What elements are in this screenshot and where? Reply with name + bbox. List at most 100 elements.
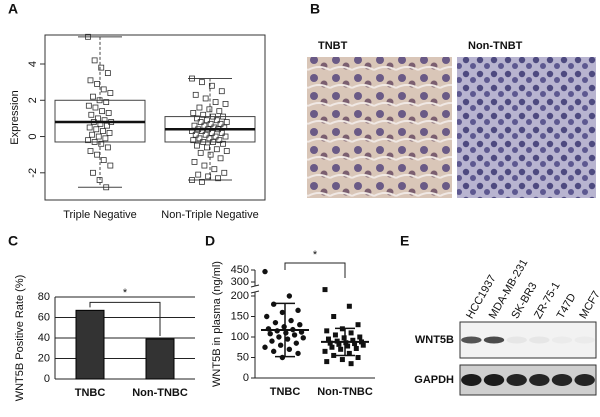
y-tick-label: 300 — [231, 276, 249, 288]
y-tick-label: 20 — [38, 352, 50, 364]
data-point — [223, 148, 230, 154]
data-point — [272, 319, 279, 326]
data-point — [90, 93, 96, 100]
band — [461, 336, 482, 344]
data-point — [93, 126, 100, 133]
data-point — [217, 155, 224, 162]
band — [529, 374, 550, 386]
data-point — [199, 79, 205, 86]
band — [483, 374, 505, 386]
band — [574, 374, 595, 386]
data-point — [211, 166, 218, 173]
data-point — [210, 139, 217, 145]
data-point — [99, 128, 106, 134]
data-point — [216, 137, 223, 144]
axis-break — [250, 284, 260, 288]
x-tick-label: Non-TNBC — [132, 387, 188, 399]
data-point — [270, 301, 277, 307]
band — [551, 374, 573, 386]
data-point — [346, 303, 352, 309]
data-point — [346, 350, 352, 356]
panel-label: B — [310, 1, 320, 17]
y-tick-label: 0 — [44, 373, 50, 385]
data-point — [262, 268, 268, 275]
data-point — [98, 140, 105, 147]
data-point — [192, 91, 199, 98]
data-point — [98, 64, 105, 71]
band — [506, 374, 527, 386]
data-point — [322, 287, 328, 293]
data-point — [279, 309, 286, 316]
bar — [75, 309, 105, 380]
data-point — [208, 130, 215, 136]
y-tick-label: 80 — [38, 291, 50, 303]
data-point — [85, 33, 91, 40]
tnbt-image — [307, 57, 452, 198]
data-point — [103, 184, 110, 191]
x-tick-label: TNBC — [75, 387, 106, 399]
data-point — [203, 117, 210, 124]
data-point — [281, 324, 287, 330]
data-point — [276, 334, 282, 340]
data-point — [360, 342, 366, 348]
data-point — [327, 340, 333, 346]
data-point — [189, 75, 195, 82]
data-point — [295, 307, 301, 314]
x-tick-label: Triple Negative — [63, 209, 137, 221]
data-point — [208, 82, 215, 89]
data-point — [357, 334, 363, 340]
axis-break — [250, 290, 260, 294]
data-point — [203, 144, 210, 151]
data-point — [195, 171, 202, 178]
data-point — [295, 350, 301, 357]
data-point — [107, 90, 114, 96]
data-point — [196, 135, 203, 142]
data-point — [223, 119, 230, 125]
data-point — [217, 120, 224, 127]
data-point — [199, 178, 205, 185]
data-point — [191, 159, 198, 165]
blot-frame — [459, 321, 597, 359]
y-axis-label: Expression — [9, 90, 21, 144]
data-point — [322, 348, 328, 354]
band — [529, 336, 550, 344]
data-point — [99, 108, 105, 115]
data-point — [218, 130, 225, 136]
image-label: TNBT — [318, 40, 348, 52]
data-point — [96, 177, 103, 183]
lane-label: T47D — [555, 292, 579, 321]
y-tick-label: 100 — [231, 331, 249, 343]
data-point — [341, 335, 347, 341]
data-point — [288, 317, 294, 324]
data-point — [332, 332, 338, 338]
data-point — [107, 162, 114, 169]
data-point — [269, 338, 275, 344]
data-point — [277, 342, 284, 348]
data-point — [355, 322, 361, 328]
data-point — [300, 335, 306, 341]
data-point — [220, 140, 226, 147]
data-point — [205, 173, 212, 180]
data-point — [88, 111, 95, 118]
x-tick-label: Non-Triple Negative — [161, 209, 258, 221]
band — [574, 337, 594, 344]
data-point — [87, 77, 94, 84]
data-point — [194, 142, 200, 149]
x-tick-label: Non-TNBC — [317, 386, 373, 398]
data-point — [104, 70, 111, 76]
data-point — [355, 355, 361, 360]
data-point — [89, 131, 96, 138]
data-point — [196, 104, 203, 111]
data-point — [197, 149, 204, 156]
data-point — [284, 336, 291, 342]
non-tnbt-image — [457, 57, 596, 198]
panel-label: D — [205, 233, 215, 249]
data-point — [339, 357, 345, 363]
data-point — [213, 117, 220, 124]
data-point — [348, 330, 354, 336]
data-point — [90, 169, 96, 176]
data-point — [206, 135, 213, 142]
panel-label: E — [400, 233, 409, 249]
x-tick-label: TNBC — [270, 386, 301, 398]
band — [506, 336, 527, 344]
